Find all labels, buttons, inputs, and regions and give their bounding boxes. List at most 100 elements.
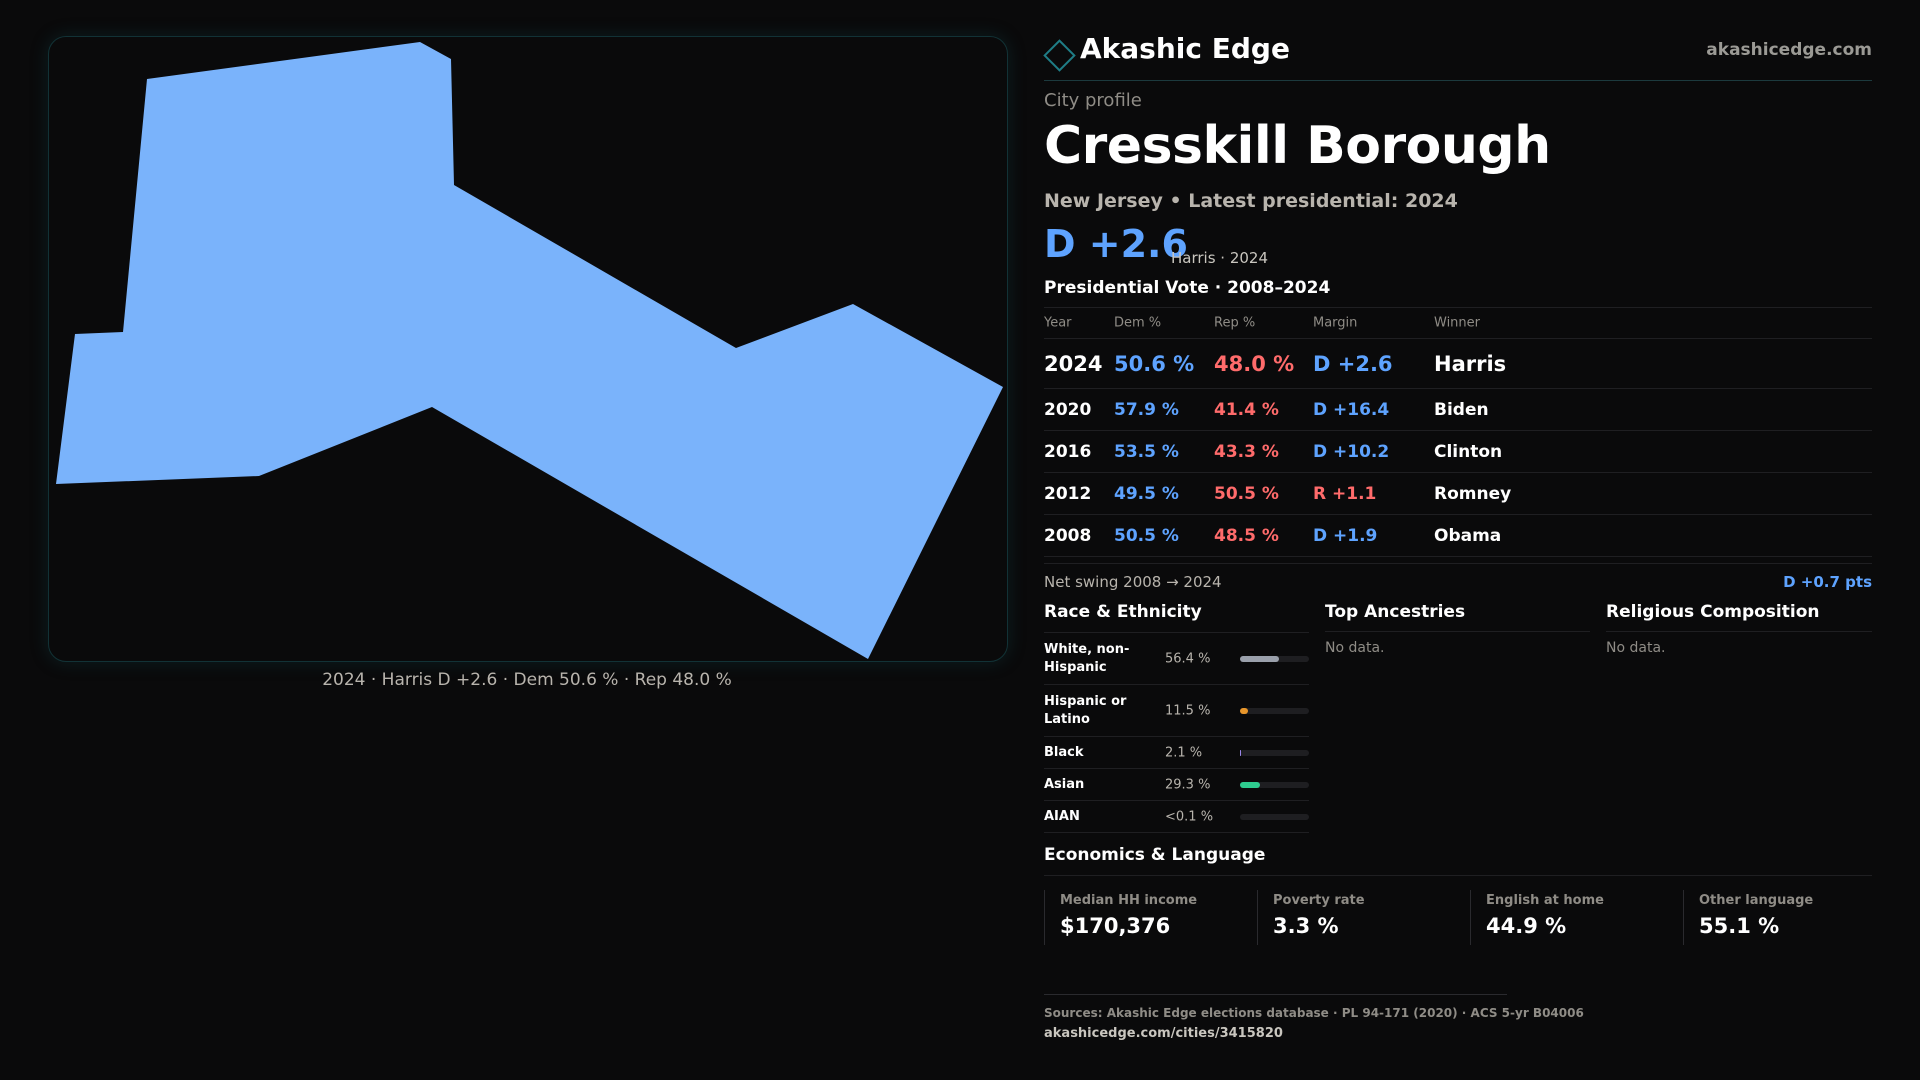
- race-label: Black: [1044, 744, 1084, 760]
- table-header-row: Year Dem % Rep % Margin Winner: [1044, 308, 1872, 339]
- stat-label: Poverty rate: [1273, 893, 1365, 908]
- row-dem-pct: 49.5 %: [1114, 483, 1179, 504]
- row-rep-pct: 48.5 %: [1214, 525, 1279, 546]
- stat-value: 55.1 %: [1699, 914, 1780, 938]
- table-row: 2012 49.5 % 50.5 % R +1.1 Romney: [1044, 473, 1872, 515]
- race-label: White, non-Hispanic: [1044, 641, 1130, 675]
- page-subtitle: New Jersey • Latest presidential: 2024: [1044, 190, 1458, 212]
- table-row: 2024 50.6 % 48.0 % D +2.6 Harris: [1044, 339, 1872, 389]
- header-margin: Margin: [1313, 315, 1358, 331]
- row-dem-pct: 50.6 %: [1114, 351, 1195, 376]
- headline-winner: Harris · 2024: [1171, 249, 1269, 267]
- race-bar-fill: [1240, 655, 1279, 662]
- race-value: 56.4 %: [1165, 651, 1211, 666]
- map-panel[interactable]: [48, 36, 1008, 662]
- net-swing-label: Net swing 2008 → 2024: [1044, 573, 1222, 591]
- row-rep-pct: 48.0 %: [1214, 351, 1295, 376]
- row-winner: Obama: [1434, 525, 1502, 546]
- row-winner: Romney: [1434, 483, 1512, 504]
- row-winner: Clinton: [1434, 441, 1503, 462]
- row-rep-pct: 41.4 %: [1214, 399, 1279, 420]
- stat-label: English at home: [1486, 893, 1604, 908]
- row-year: 2020: [1044, 399, 1092, 420]
- race-value: <0.1 %: [1165, 809, 1214, 824]
- stat-value: $170,376: [1060, 914, 1171, 938]
- row-dem-pct: 57.9 %: [1114, 399, 1179, 420]
- row-year: 2024: [1044, 351, 1103, 376]
- header-dem: Dem %: [1114, 315, 1162, 331]
- table-row: 2020 57.9 % 41.4 % D +16.4 Biden: [1044, 389, 1872, 431]
- diamond-logo-icon: [1043, 39, 1076, 72]
- economics-section-title: Economics & Language: [1044, 845, 1266, 865]
- stat-value: 44.9 %: [1486, 914, 1567, 938]
- economics-divider: [1044, 875, 1872, 876]
- race-row: Asian 29.3 %: [1044, 769, 1309, 801]
- row-year: 2008: [1044, 525, 1092, 546]
- race-row: Black 2.1 %: [1044, 737, 1309, 769]
- footer-divider: [1044, 994, 1507, 995]
- race-bar-track: [1240, 813, 1309, 820]
- religion-divider: [1606, 631, 1872, 632]
- table-row: 2016 53.5 % 43.3 % D +10.2 Clinton: [1044, 431, 1872, 473]
- race-bar-fill: [1240, 707, 1248, 714]
- race-bar-track: [1240, 655, 1309, 662]
- row-year: 2012: [1044, 483, 1092, 504]
- race-label: Asian: [1044, 776, 1085, 792]
- race-row: White, non-Hispanic 56.4 %: [1044, 632, 1309, 685]
- row-rep-pct: 43.3 %: [1214, 441, 1279, 462]
- row-dem-pct: 50.5 %: [1114, 525, 1179, 546]
- race-value: 11.5 %: [1165, 703, 1211, 718]
- row-winner: Biden: [1434, 399, 1489, 420]
- stat-other-language: Other language 55.1 %: [1683, 890, 1896, 945]
- header-winner: Winner: [1434, 315, 1481, 331]
- race-row: Hispanic or Latino 11.5 %: [1044, 685, 1309, 737]
- race-bar-fill: [1240, 749, 1242, 756]
- religion-section-title: Religious Composition: [1606, 602, 1820, 622]
- stat-poverty-rate: Poverty rate 3.3 %: [1257, 890, 1470, 945]
- brand-header: Akashic Edge akashicedge.com: [1043, 30, 1872, 81]
- footer-url-link[interactable]: akashicedge.com/cities/3415820: [1044, 1026, 1283, 1041]
- page-title: Cresskill Borough: [1044, 116, 1551, 176]
- brand-url-link[interactable]: akashicedge.com: [1706, 40, 1872, 60]
- religion-empty-text: No data.: [1606, 640, 1666, 656]
- race-bar-track: [1240, 749, 1309, 756]
- boundary-map[interactable]: [49, 37, 1007, 661]
- race-label: AIAN: [1044, 808, 1080, 824]
- stat-label: Other language: [1699, 893, 1814, 908]
- race-value: 29.3 %: [1165, 777, 1211, 792]
- race-bar-track: [1240, 781, 1309, 788]
- header-rep: Rep %: [1214, 315, 1256, 331]
- footer-sources: Sources: Akashic Edge elections database…: [1044, 1006, 1584, 1020]
- stat-english-at-home: English at home 44.9 %: [1470, 890, 1683, 945]
- map-caption: 2024 · Harris D +2.6 · Dem 50.6 % · Rep …: [322, 670, 732, 690]
- row-margin: D +2.6: [1313, 351, 1393, 376]
- race-list: White, non-Hispanic 56.4 % Hispanic or L…: [1044, 632, 1309, 833]
- row-margin: D +10.2: [1313, 441, 1390, 462]
- race-bar-fill: [1240, 781, 1261, 788]
- net-swing-row: Net swing 2008 → 2024 D +0.7 pts: [1044, 563, 1872, 598]
- presidential-table: Year Dem % Rep % Margin Winner 2024 50.6…: [1044, 307, 1872, 557]
- row-margin: D +16.4: [1313, 399, 1390, 420]
- presidential-section-title: Presidential Vote · 2008–2024: [1044, 278, 1331, 298]
- page-eyebrow: City profile: [1044, 90, 1142, 111]
- race-bar-track: [1240, 707, 1309, 714]
- ancestries-section-title: Top Ancestries: [1325, 602, 1466, 622]
- stat-median-income: Median HH income $170,376: [1044, 890, 1257, 945]
- stat-label: Median HH income: [1060, 893, 1198, 908]
- table-row: 2008 50.5 % 48.5 % D +1.9 Obama: [1044, 515, 1872, 557]
- row-winner: Harris: [1434, 351, 1507, 376]
- row-dem-pct: 53.5 %: [1114, 441, 1179, 462]
- city-boundary-shape[interactable]: [56, 42, 1003, 659]
- race-row: AIAN <0.1 %: [1044, 801, 1309, 833]
- stat-value: 3.3 %: [1273, 914, 1339, 938]
- row-margin: D +1.9: [1313, 525, 1378, 546]
- race-value: 2.1 %: [1165, 745, 1203, 760]
- row-year: 2016: [1044, 441, 1092, 462]
- row-margin: R +1.1: [1313, 483, 1377, 504]
- ancestries-divider: [1325, 631, 1590, 632]
- net-swing-value: D +0.7 pts: [1783, 573, 1872, 591]
- header-year: Year: [1044, 315, 1072, 331]
- headline-margin: D +2.6: [1044, 222, 1188, 266]
- race-section-title: Race & Ethnicity: [1044, 602, 1202, 622]
- row-rep-pct: 50.5 %: [1214, 483, 1279, 504]
